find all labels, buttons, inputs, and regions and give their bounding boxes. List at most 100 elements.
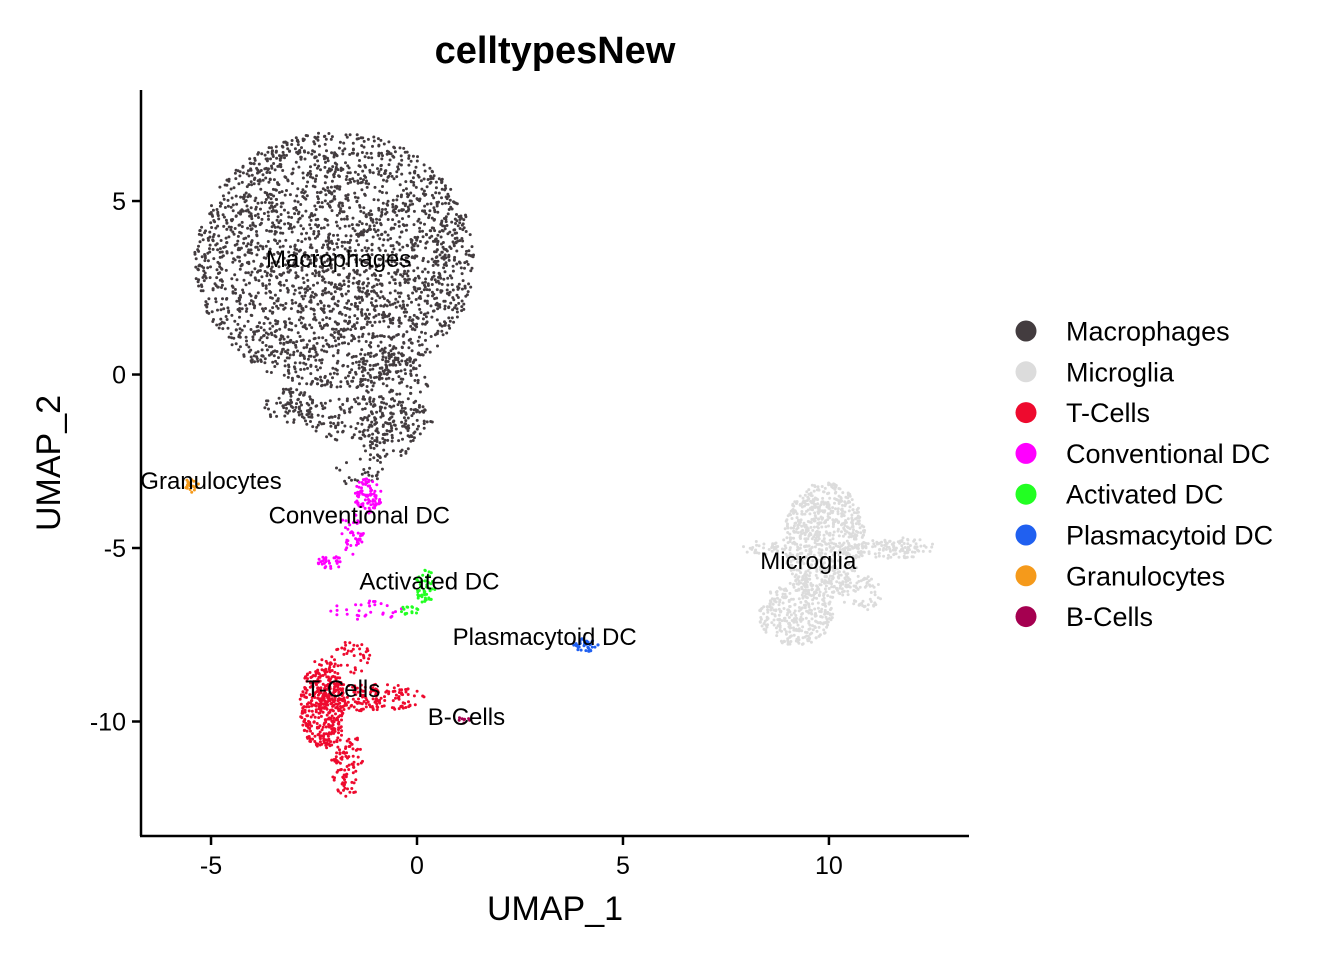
point: [432, 196, 436, 200]
point: [376, 689, 380, 693]
point: [818, 568, 822, 572]
point: [388, 281, 392, 285]
point: [347, 476, 351, 480]
point: [248, 157, 252, 161]
point: [306, 288, 309, 292]
point: [792, 626, 795, 630]
point: [308, 395, 312, 399]
point: [384, 377, 388, 381]
point: [362, 230, 366, 234]
point: [297, 413, 301, 417]
point: [311, 176, 315, 180]
point: [278, 154, 281, 158]
point: [777, 607, 781, 611]
point: [808, 512, 812, 516]
point: [795, 516, 799, 520]
point: [423, 285, 427, 289]
point: [281, 201, 285, 205]
point: [205, 309, 209, 313]
point: [443, 270, 447, 274]
point: [449, 187, 453, 191]
point: [315, 191, 319, 194]
point: [277, 183, 281, 187]
point: [275, 275, 278, 279]
point: [868, 597, 872, 601]
point: [400, 209, 404, 212]
point: [286, 335, 290, 339]
point: [302, 361, 306, 365]
point: [408, 171, 412, 175]
point: [407, 297, 411, 300]
point: [335, 438, 339, 442]
point: [373, 290, 376, 294]
point: [422, 189, 426, 193]
point: [801, 596, 805, 599]
point: [434, 186, 438, 190]
point: [222, 307, 226, 311]
point: [440, 202, 444, 206]
point: [299, 310, 303, 314]
point: [830, 565, 834, 569]
point: [332, 700, 336, 704]
point: [422, 419, 426, 423]
point: [381, 382, 385, 386]
point: [311, 425, 315, 429]
point: [810, 501, 814, 505]
point: [803, 589, 807, 593]
point: [275, 202, 279, 206]
point: [271, 324, 275, 328]
point: [394, 356, 398, 360]
point: [329, 258, 332, 262]
point: [806, 639, 810, 643]
point: [448, 274, 452, 278]
point: [253, 360, 256, 364]
point: [837, 576, 841, 580]
point: [411, 176, 415, 180]
point: [788, 605, 792, 608]
point: [391, 347, 395, 351]
point: [440, 181, 444, 185]
point: [778, 621, 782, 625]
point: [425, 320, 429, 324]
point: [407, 154, 411, 158]
point: [440, 196, 443, 200]
point: [317, 131, 320, 135]
point: [789, 563, 792, 567]
point: [379, 340, 383, 344]
chart-title: celltypesNew: [435, 30, 676, 72]
point: [279, 283, 283, 287]
point: [815, 561, 819, 565]
point: [305, 382, 309, 386]
point: [372, 456, 376, 460]
point: [813, 519, 817, 523]
point: [390, 397, 393, 401]
point: [226, 198, 230, 202]
point: [298, 697, 302, 701]
point: [786, 531, 790, 534]
point: [420, 343, 424, 347]
point: [348, 410, 352, 414]
point: [833, 566, 837, 570]
point: [272, 354, 276, 358]
point: [338, 707, 342, 711]
point: [311, 272, 315, 276]
point: [398, 400, 402, 404]
point: [286, 348, 290, 352]
point: [351, 151, 355, 155]
point: [424, 232, 428, 236]
point: [238, 294, 242, 298]
point: [227, 335, 231, 339]
point: [238, 230, 242, 234]
point: [412, 313, 416, 317]
point: [391, 218, 395, 222]
point: [377, 172, 381, 176]
point: [833, 550, 836, 554]
point: [418, 226, 422, 230]
point: [238, 307, 242, 310]
point: [325, 688, 329, 691]
point: [349, 234, 353, 238]
point: [265, 399, 268, 403]
point: [420, 353, 424, 357]
point: [285, 340, 289, 344]
point: [281, 169, 285, 172]
